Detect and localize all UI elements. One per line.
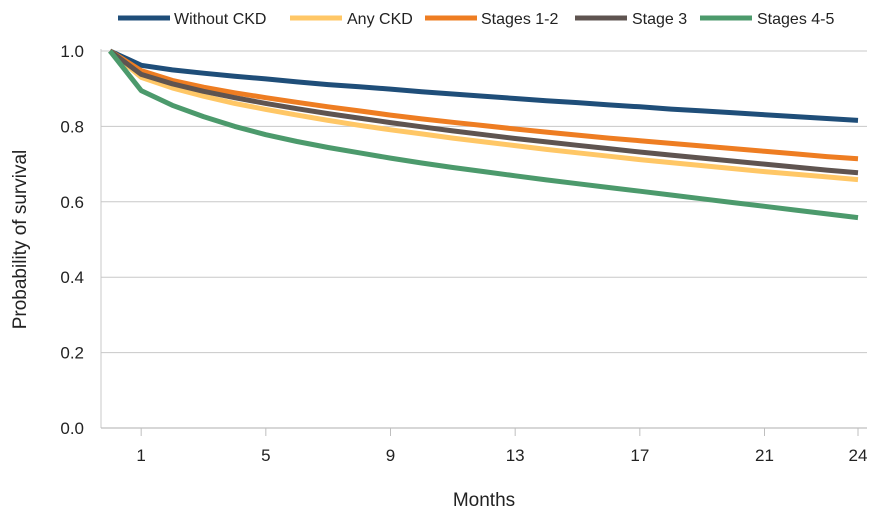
series-line-2 [108,49,859,183]
x-tick-label: 21 [755,446,774,465]
x-tick-label: 9 [386,446,395,465]
series-lines [108,48,859,221]
series-line-3 [108,48,859,162]
legend-label-1: Without CKD [174,11,266,28]
x-tick-label: 17 [630,446,649,465]
series-line-5 [108,49,859,221]
axes [100,49,867,436]
y-tick-label: 0.2 [60,344,84,363]
series-line-1 [108,48,859,123]
legend-label-5: Stages 4-5 [757,11,834,28]
x-axis-title: Months [453,490,515,511]
tick-labels: 0.0 0.2 0.4 0.6 0.8 1.0 1 5 9 13 17 21 24 [60,42,867,465]
y-tick-label: 0.8 [60,117,84,136]
y-tick-label: 0.0 [60,419,84,438]
x-tick-label: 13 [506,446,525,465]
legend-label-3: Stages 1-2 [481,11,558,28]
x-tick-label: 1 [136,446,145,465]
legend-label-2: Any CKD [347,11,413,28]
y-tick-label: 0.6 [60,193,84,212]
y-tick-label: 1.0 [60,42,84,61]
legend-label-4: Stage 3 [632,11,687,28]
y-axis-title: Probability of survival [10,150,31,330]
x-tick-label: 5 [261,446,270,465]
legend: Without CKD Any CKD Stages 1-2 Stage 3 Stage… [118,11,834,28]
series-line-4 [108,49,859,176]
y-tick-label: 0.4 [60,268,84,287]
x-tick-label: 24 [849,446,868,465]
